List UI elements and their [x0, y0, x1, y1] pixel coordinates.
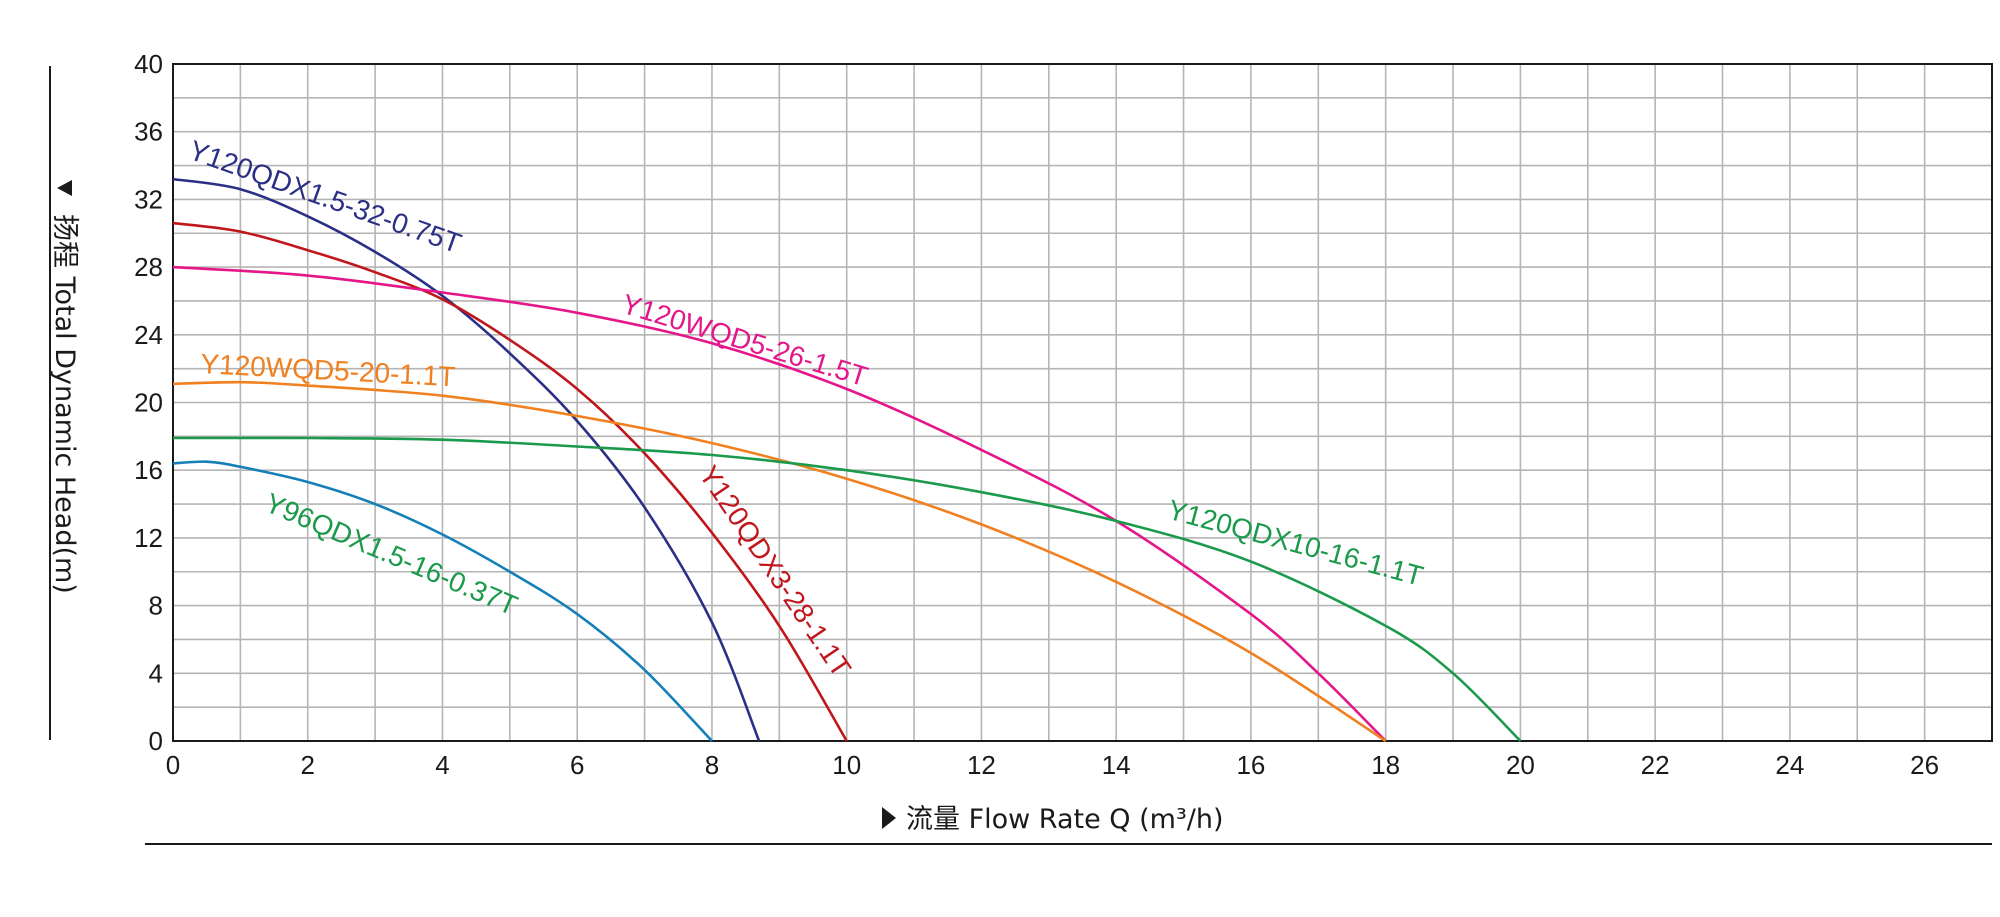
y-tick-label: 28 [134, 252, 163, 282]
x-tick-label: 20 [1506, 750, 1535, 780]
x-tick-label: 22 [1641, 750, 1670, 780]
y-tick-label: 32 [134, 184, 163, 214]
curve-series-2 [172, 221, 848, 742]
x-tick-label: 10 [832, 750, 861, 780]
curve-series-4 [172, 380, 1387, 743]
y-tick-label: 0 [149, 726, 163, 756]
x-tick-label: 6 [570, 750, 584, 780]
y-tick-label: 24 [134, 320, 163, 350]
x-axis-arrow-icon [882, 807, 896, 829]
x-tick-label: 12 [967, 750, 996, 780]
curve-series-3 [172, 265, 1387, 742]
x-tick-label: 16 [1236, 750, 1265, 780]
curve-series-6 [172, 460, 713, 742]
x-tick-label: 2 [301, 750, 315, 780]
curve-label-1: Y120QDX1.5-32-0.75T [185, 134, 465, 259]
curve-label-5: Y120QDX10-16-1.1T [1164, 494, 1426, 592]
y-tick-label: 36 [134, 117, 163, 147]
x-tick-label: 14 [1102, 750, 1131, 780]
y-tick-label: 8 [149, 591, 163, 621]
y-tick-label: 40 [134, 49, 163, 79]
curve-labels: Y120QDX1.5-32-0.75TY120QDX3-28-1.1TY120W… [185, 134, 1427, 682]
curve-series-5 [172, 436, 1522, 742]
y-tick-label: 12 [134, 523, 163, 553]
y-axis-ticks: 0 4 8 12 16 20 24 28 32 36 40 [134, 49, 163, 756]
curve-series-1 [172, 177, 761, 742]
curve-label-4: Y120WQD5-20-1.1T [200, 348, 456, 392]
y-tick-label: 20 [134, 388, 163, 418]
x-axis-title: 流量 Flow Rate Q (m³/h) [906, 804, 1224, 835]
curve-label-6: Y96QDX1.5-16-0.37T [261, 487, 522, 621]
x-tick-label: 26 [1910, 750, 1939, 780]
plot-frame [172, 63, 1993, 742]
x-axis-ticks: 0 2 4 6 8 10 12 14 16 18 20 22 24 26 [166, 750, 1939, 780]
x-tick-label: 24 [1775, 750, 1804, 780]
x-tick-label: 18 [1371, 750, 1400, 780]
curve-label-3: Y120WQD5-26-1.5T [618, 288, 871, 392]
y-tick-label: 4 [149, 658, 163, 688]
y-axis-arrow-icon [57, 180, 72, 196]
grid-lines [172, 63, 1993, 742]
x-tick-label: 8 [705, 750, 719, 780]
pump-curves [172, 177, 1522, 743]
x-tick-label: 4 [435, 750, 449, 780]
y-axis-title: 扬程 Total Dynamic Head(m) [49, 214, 80, 594]
y-tick-label: 16 [134, 455, 163, 485]
x-tick-label: 0 [166, 750, 180, 780]
